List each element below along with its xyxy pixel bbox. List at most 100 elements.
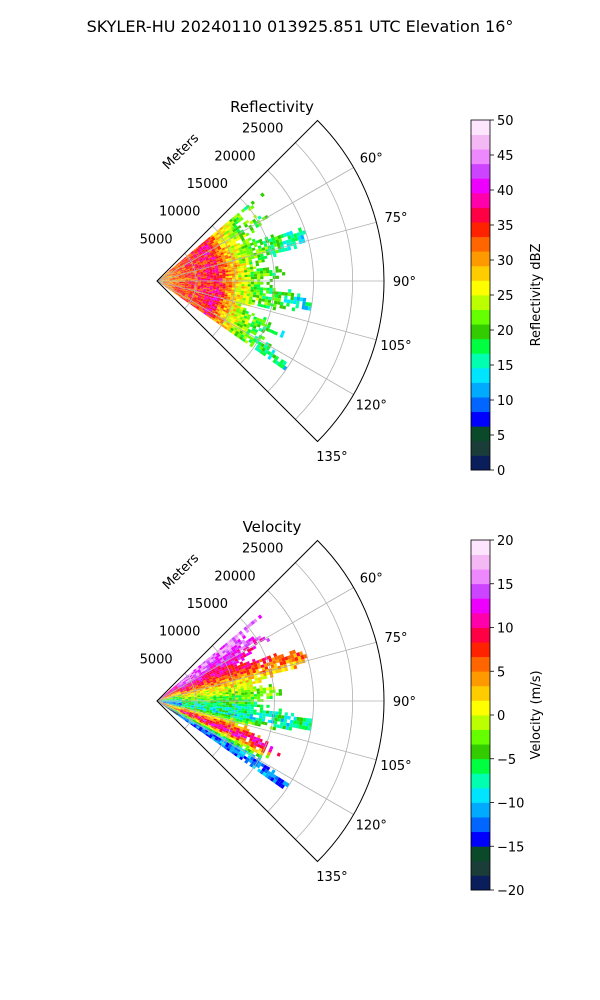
- radar-cell: [162, 697, 166, 699]
- radar-cell: [203, 274, 207, 277]
- radar-cell: [212, 721, 216, 724]
- radar-cell: [166, 699, 170, 700]
- radar-cell: [228, 711, 232, 714]
- radar-cell: [264, 349, 269, 354]
- colorbar-segment: [471, 134, 490, 150]
- radar-cell: [201, 715, 205, 719]
- radar-cell: [195, 259, 199, 262]
- radar-cell: [269, 279, 273, 282]
- radar-cell: [213, 281, 217, 284]
- radial-tick-label: 5000: [140, 652, 173, 667]
- radar-cell: [254, 346, 259, 351]
- radar-cell: [260, 763, 265, 768]
- radar-cell: [182, 260, 185, 263]
- radar-cell: [231, 674, 235, 678]
- radar-cell: [199, 306, 203, 310]
- radar-cell: [171, 706, 175, 709]
- radar-cell: [256, 662, 261, 667]
- radar-cell: [217, 319, 221, 323]
- azimuth-spoke: [156, 700, 354, 815]
- radar-cell: [231, 687, 235, 690]
- radar-cell: [174, 265, 177, 268]
- radar-cell: [227, 673, 231, 677]
- radial-tick-label: 20000: [214, 569, 255, 584]
- radar-cell: [171, 273, 175, 275]
- radar-cell: [216, 278, 220, 280]
- radar-cell: [250, 281, 255, 285]
- radar-cell: [251, 299, 256, 303]
- radar-cell: [205, 244, 209, 248]
- radar-cell: [255, 680, 259, 684]
- radar-cell: [230, 713, 235, 716]
- radar-cell: [172, 702, 176, 703]
- radar-cell: [213, 695, 217, 698]
- radar-cell: [195, 306, 199, 310]
- radar-cell: [203, 277, 207, 279]
- radar-cell: [178, 699, 182, 700]
- radar-cell: [194, 255, 198, 259]
- theta-tick-label: 135°: [316, 870, 347, 885]
- radar-cell: [197, 244, 202, 248]
- radar-cell: [203, 287, 207, 290]
- radar-cell: [215, 270, 219, 273]
- radar-cell: [164, 273, 167, 276]
- radar-cell: [197, 250, 202, 253]
- radar-cell: [188, 702, 192, 704]
- radar-cell: [242, 317, 247, 322]
- radar-cell: [188, 279, 192, 281]
- radar-cell: [232, 318, 236, 322]
- radar-cell: [175, 285, 179, 287]
- radar-cell: [169, 699, 173, 701]
- radar-cell: [181, 706, 185, 708]
- radar-cell: [248, 668, 253, 672]
- radar-cell: [262, 240, 267, 245]
- panel-title: Velocity: [243, 518, 302, 536]
- radar-cell: [279, 661, 284, 666]
- radar-cell: [176, 268, 180, 271]
- radar-cell: [266, 696, 270, 700]
- radar-cell: [288, 658, 293, 663]
- radar-cell: [196, 725, 200, 729]
- radar-cell: [249, 763, 254, 768]
- radar-cell: [259, 745, 264, 749]
- radar-cell: [222, 703, 226, 706]
- radar-cell: [187, 706, 191, 708]
- radar-cell: [169, 269, 172, 272]
- radar-cell: [236, 315, 241, 319]
- radar-cell: [200, 271, 204, 274]
- radar-cell: [165, 284, 169, 286]
- radar-cell: [251, 302, 255, 306]
- colorbar-segment: [471, 455, 490, 471]
- radar-cell: [231, 301, 236, 305]
- radar-cell: [188, 686, 193, 689]
- radar-cell: [236, 642, 241, 647]
- radar-cell: [215, 242, 219, 246]
- radar-cell: [263, 287, 267, 291]
- radar-cell: [182, 699, 186, 700]
- radar-cell: [215, 662, 219, 666]
- radar-cell: [172, 700, 176, 701]
- radar-cell: [181, 696, 185, 698]
- colorbar-segment: [471, 540, 490, 555]
- radar-cell: [237, 740, 242, 745]
- radar-cell: [185, 292, 189, 295]
- radar-cell: [197, 277, 201, 280]
- radar-cell: [290, 234, 295, 239]
- radar-cell: [245, 628, 250, 634]
- radar-cell: [174, 694, 179, 696]
- radar-cell: [237, 690, 242, 694]
- radar-cell: [184, 275, 188, 277]
- radar-cell: [256, 273, 261, 277]
- radar-cell: [198, 292, 203, 295]
- radar-cell: [182, 680, 185, 683]
- radar-cell: [244, 339, 249, 344]
- radar-cell: [193, 668, 197, 672]
- radar-cell: [233, 715, 237, 719]
- radar-cell: [171, 707, 175, 709]
- radar-cell: [182, 292, 186, 295]
- radar-cell: [243, 725, 248, 729]
- radar-cell: [200, 707, 204, 709]
- radar-cell: [207, 716, 211, 719]
- radar-cell: [250, 664, 255, 669]
